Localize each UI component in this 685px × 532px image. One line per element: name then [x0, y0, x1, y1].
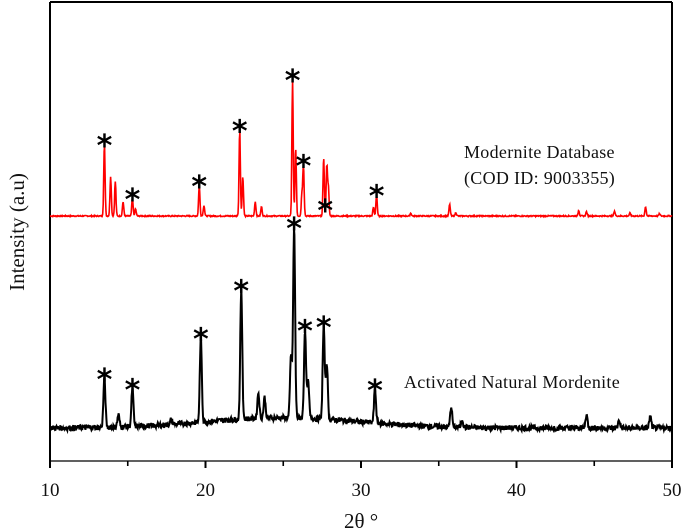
series-sample-line	[49, 228, 673, 435]
peak-star-marker: *	[317, 194, 333, 229]
series-layer	[49, 78, 673, 435]
peak-star-marker: *	[286, 212, 302, 247]
peak-star-marker: *	[191, 170, 207, 205]
x-tick-label: 10	[41, 480, 60, 501]
peak-star-marker: *	[125, 183, 141, 218]
peak-star-marker: *	[232, 115, 248, 150]
x-axis-label: 2θ °	[344, 509, 378, 532]
annotation-sample: Activated Natural Mordenite	[404, 372, 620, 392]
peak-star-marker: *	[316, 311, 332, 346]
x-tick-label: 30	[352, 480, 371, 501]
x-tick-label: 50	[663, 480, 682, 501]
peak-star-marker: *	[97, 129, 113, 164]
peak-star-marker: *	[369, 179, 385, 214]
peak-star-marker: *	[367, 374, 383, 409]
plot-frame	[49, 1, 673, 468]
peak-star-marker: *	[97, 363, 113, 398]
x-axis-ticks: 10 20 30 40 50	[41, 461, 682, 501]
annotation-database-line1: Modernite Database	[464, 142, 615, 162]
x-tick-label: 40	[507, 480, 526, 501]
peak-star-marker: *	[125, 373, 141, 408]
peak-star-marker: *	[233, 274, 249, 309]
x-tick-label: 20	[196, 480, 215, 501]
series-database-line	[49, 78, 673, 219]
peak-star-marker: *	[296, 149, 312, 184]
peak-star-marker: *	[297, 314, 313, 349]
peak-star-marker: *	[285, 64, 301, 99]
y-axis-label: Intensity (a.u)	[5, 173, 29, 291]
annotation-database-line2: (COD ID: 9003355)	[464, 168, 615, 189]
peak-star-marker: *	[193, 323, 209, 358]
peak-markers: ** ***** ** ***** **	[97, 64, 385, 409]
